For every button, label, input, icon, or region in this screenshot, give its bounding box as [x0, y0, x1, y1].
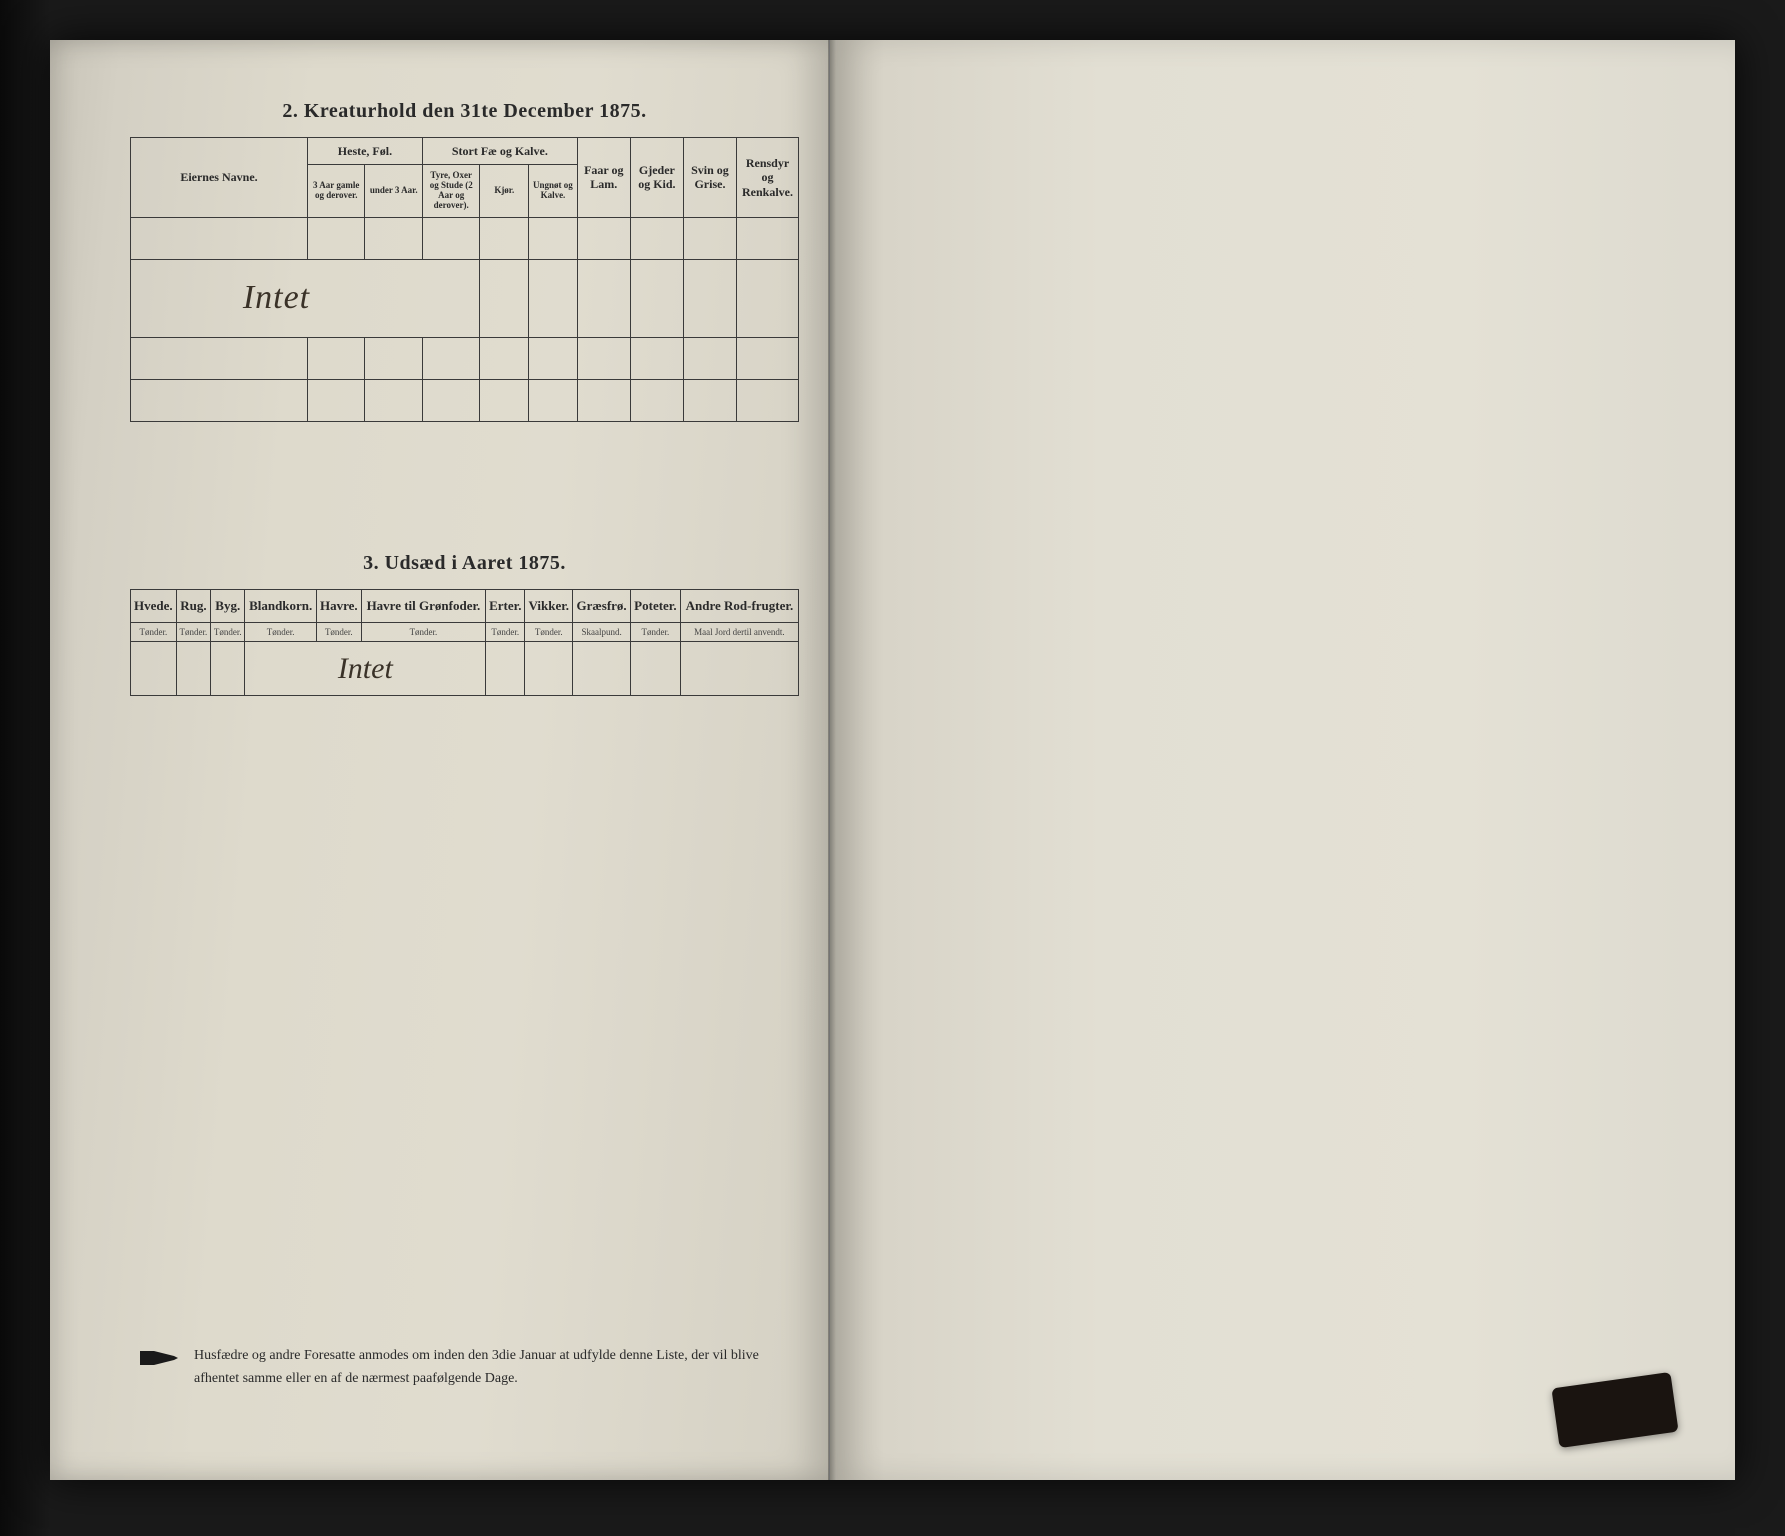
footnote-text: Husfædre og andre Foresatte anmodes om i… — [194, 1345, 789, 1390]
unit-tonder: Tønder. — [486, 622, 525, 642]
right-page-blank — [830, 40, 1735, 1480]
col-poteter: Poteter. — [631, 589, 681, 622]
col-faar: Faar og Lam. — [577, 138, 630, 218]
footnote: Husfædre og andre Foresatte anmodes om i… — [140, 1345, 789, 1390]
table-row — [131, 337, 799, 379]
col-erter: Erter. — [486, 589, 525, 622]
col-blandkorn: Blandkorn. — [245, 589, 317, 622]
col-heste-a: 3 Aar gamle og derover. — [307, 165, 365, 218]
table-header-row: Hvede. Rug. Byg. Blandkorn. Havre. Havre… — [131, 589, 799, 622]
unit-tonder: Tønder. — [211, 622, 245, 642]
bookmark-tab — [1551, 1372, 1678, 1448]
unit-tonder: Tønder. — [525, 622, 573, 642]
unit-tonder: Tønder. — [361, 622, 486, 642]
left-page: 2. Kreaturhold den 31te December 1875. E… — [50, 40, 830, 1480]
unit-tonder: Tønder. — [631, 622, 681, 642]
unit-maal: Maal Jord dertil anvendt. — [680, 622, 798, 642]
handwritten-intet-2: Intet — [338, 652, 393, 685]
unit-skaalpund: Skaalpund. — [573, 622, 631, 642]
col-havre-gron: Havre til Grønfoder. — [361, 589, 486, 622]
pointing-hand-icon — [140, 1347, 180, 1390]
table-row-handwritten: Intet — [131, 642, 799, 696]
table-unit-row: Tønder. Tønder. Tønder. Tønder. Tønder. … — [131, 622, 799, 642]
table-row — [131, 217, 799, 259]
col-stort-b: Kjør. — [480, 165, 529, 218]
scanner-edge — [0, 0, 50, 1536]
sowing-table: Hvede. Rug. Byg. Blandkorn. Havre. Havre… — [130, 589, 799, 696]
col-andre: Andre Rod-frugter. — [680, 589, 798, 622]
spine-shadow — [828, 40, 836, 1480]
table-row — [131, 379, 799, 421]
table-row-handwritten: Intet — [131, 259, 799, 337]
unit-tonder: Tønder. — [316, 622, 361, 642]
col-stort-a: Tyre, Oxer og Stude (2 Aar og derover). — [422, 165, 480, 218]
col-group-stort: Stort Fæ og Kalve. — [422, 138, 577, 165]
book-spread: 2. Kreaturhold den 31te December 1875. E… — [50, 40, 1735, 1480]
col-hvede: Hvede. — [131, 589, 177, 622]
col-graesfro: Græsfrø. — [573, 589, 631, 622]
col-rug: Rug. — [176, 589, 210, 622]
col-rensdyr: Rensdyr og Renkalve. — [737, 138, 799, 218]
col-svin: Svin og Grise. — [683, 138, 736, 218]
section3-title: 3. Udsæd i Aaret 1875. — [130, 552, 799, 575]
col-stort-c: Ungnøt og Kalve. — [529, 165, 578, 218]
unit-tonder: Tønder. — [176, 622, 210, 642]
livestock-table: Eiernes Navne. Heste, Føl. Stort Fæ og K… — [130, 137, 799, 422]
section2-title: 2. Kreaturhold den 31te December 1875. — [130, 100, 799, 123]
table-header-row: Eiernes Navne. Heste, Føl. Stort Fæ og K… — [131, 138, 799, 165]
handwritten-intet-1: Intet — [243, 279, 310, 316]
col-vikker: Vikker. — [525, 589, 573, 622]
col-owner: Eiernes Navne. — [131, 138, 308, 218]
col-havre: Havre. — [316, 589, 361, 622]
unit-tonder: Tønder. — [131, 622, 177, 642]
unit-tonder: Tønder. — [245, 622, 317, 642]
col-gjeder: Gjeder og Kid. — [630, 138, 683, 218]
col-byg: Byg. — [211, 589, 245, 622]
col-group-heste: Heste, Føl. — [307, 138, 422, 165]
col-heste-b: under 3 Aar. — [365, 165, 423, 218]
